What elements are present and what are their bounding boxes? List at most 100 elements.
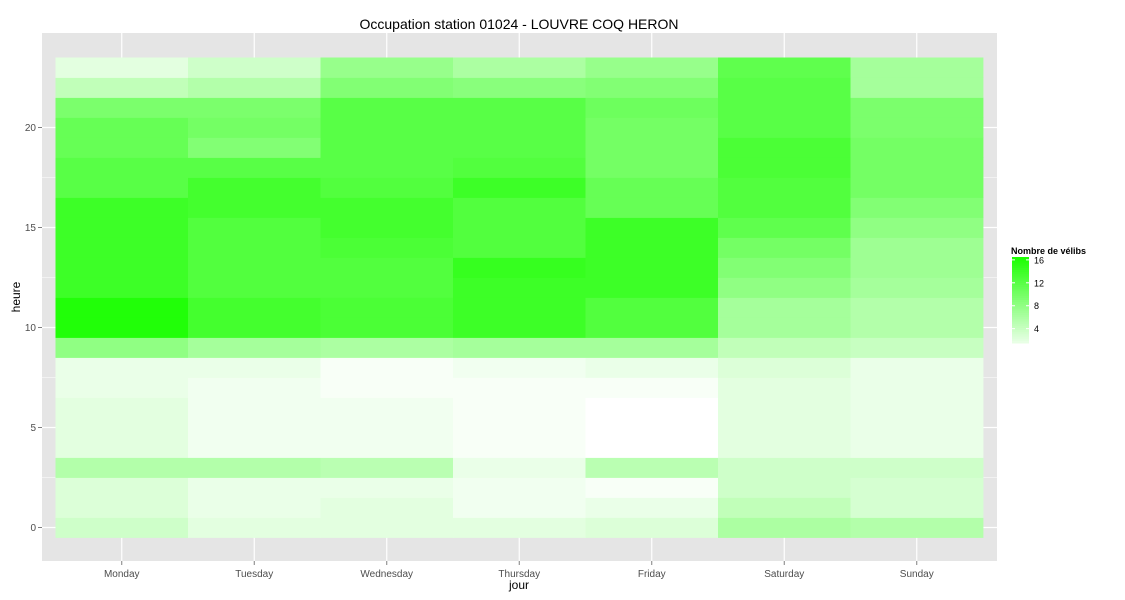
heatmap-cell xyxy=(320,277,454,298)
heatmap-cell xyxy=(850,357,984,378)
heatmap-cell xyxy=(850,197,984,218)
heatmap-cell xyxy=(850,117,984,138)
heatmap-cell xyxy=(718,57,851,78)
heatmap-cell xyxy=(320,217,454,238)
heatmap-cell xyxy=(55,377,189,398)
heatmap-cell xyxy=(585,257,719,278)
heatmap-cell xyxy=(320,497,454,518)
legend-gradient-band xyxy=(1012,340,1029,344)
x-tick-label: Saturday xyxy=(764,569,804,580)
heatmap-cell xyxy=(585,477,719,498)
x-tick-label: Sunday xyxy=(900,569,934,580)
heatmap-cell xyxy=(320,517,454,538)
x-tick-label: Friday xyxy=(638,569,666,580)
legend-label: 8 xyxy=(1034,301,1039,311)
heatmap-cell xyxy=(55,257,189,278)
y-axis-title: heure xyxy=(9,281,23,312)
heatmap-cell xyxy=(850,57,984,78)
legend-gradient-band xyxy=(1012,332,1029,335)
legend-gradient-band xyxy=(1012,323,1029,327)
heatmap-cell xyxy=(453,497,586,518)
heatmap-cell xyxy=(55,277,189,298)
heatmap-cell xyxy=(718,377,851,398)
heatmap-cell xyxy=(718,137,851,158)
heatmap-cell xyxy=(850,157,984,178)
heatmap-cell xyxy=(188,337,321,358)
heatmap-cell xyxy=(188,77,321,98)
heatmap-cell xyxy=(850,497,984,518)
heatmap-cell xyxy=(188,237,321,258)
heatmap-cell xyxy=(453,217,586,238)
y-tick-label: 0 xyxy=(30,523,36,534)
y-tick-label: 15 xyxy=(25,223,37,234)
legend-gradient-band xyxy=(1012,293,1029,297)
heatmap-cell xyxy=(55,77,189,98)
legend-gradient-band xyxy=(1012,291,1029,295)
heatmap-cell xyxy=(55,237,189,258)
heatmap-cell xyxy=(55,197,189,218)
heatmap-cell xyxy=(55,97,189,118)
heatmap-cell xyxy=(585,217,719,238)
heatmap-cell xyxy=(850,257,984,278)
heatmap-cell xyxy=(718,217,851,238)
heatmap-cell xyxy=(320,457,454,478)
heatmap-cells xyxy=(55,57,984,538)
heatmap-cell xyxy=(320,257,454,278)
heatmap-cell xyxy=(320,137,454,158)
heatmap-cell xyxy=(718,197,851,218)
legend-gradient-band xyxy=(1012,284,1029,288)
heatmap-cell xyxy=(585,377,719,398)
heatmap-cell xyxy=(585,157,719,178)
heatmap-cell xyxy=(55,517,189,538)
legend-gradient-band xyxy=(1012,278,1029,282)
legend-label: 4 xyxy=(1034,324,1039,334)
heatmap-cell xyxy=(453,317,586,338)
heatmap-cell xyxy=(55,397,189,418)
heatmap-cell xyxy=(55,477,189,498)
heatmap-cell xyxy=(55,357,189,378)
heatmap-cell xyxy=(453,357,586,378)
legend-gradient-band xyxy=(1012,306,1029,310)
heatmap-cell xyxy=(453,197,586,218)
legend-gradient-band xyxy=(1012,269,1029,273)
heatmap-cell xyxy=(188,437,321,458)
legend-gradient-band xyxy=(1012,282,1029,286)
heatmap-cell xyxy=(850,457,984,478)
legend-gradient-band xyxy=(1012,287,1029,290)
legend-gradient-band xyxy=(1012,300,1029,303)
legend-gradient-band xyxy=(1012,308,1029,312)
x-axis: Monday Tuesday Wednesday Thursday Friday Satu… xyxy=(104,561,934,580)
heatmap-cell xyxy=(453,417,586,438)
legend-gradient-band xyxy=(1012,259,1029,262)
heatmap-cell xyxy=(718,517,851,538)
y-tick-label: 20 xyxy=(25,123,37,134)
heatmap-cell xyxy=(850,97,984,118)
heatmap-cell xyxy=(453,77,586,98)
heatmap-cell xyxy=(850,217,984,238)
heatmap-cell xyxy=(320,337,454,358)
heatmap-cell xyxy=(188,477,321,498)
heatmap-cell xyxy=(585,197,719,218)
legend-gradient-band xyxy=(1012,319,1029,322)
heatmap-cell xyxy=(188,177,321,198)
heatmap-cell xyxy=(55,457,189,478)
x-tick-label: Thursday xyxy=(498,569,540,580)
heatmap-cell xyxy=(188,317,321,338)
heatmap-cell xyxy=(453,397,586,418)
legend-label: 16 xyxy=(1034,255,1044,265)
heatmap-cell xyxy=(188,137,321,158)
heatmap-cell xyxy=(55,157,189,178)
heatmap-cell xyxy=(718,157,851,178)
legend-gradient-band xyxy=(1012,325,1029,329)
heatmap-cell xyxy=(850,177,984,198)
y-axis: 0 5 10 15 20 xyxy=(25,123,42,534)
heatmap-cell xyxy=(585,117,719,138)
y-tick-label: 5 xyxy=(30,423,36,434)
heatmap-cell xyxy=(55,417,189,438)
heatmap-cell xyxy=(320,57,454,78)
heatmap-cell xyxy=(585,337,719,358)
x-tick-label: Wednesday xyxy=(360,569,413,580)
heatmap-cell xyxy=(55,437,189,458)
heatmap-cell xyxy=(188,57,321,78)
heatmap-cell xyxy=(585,97,719,118)
